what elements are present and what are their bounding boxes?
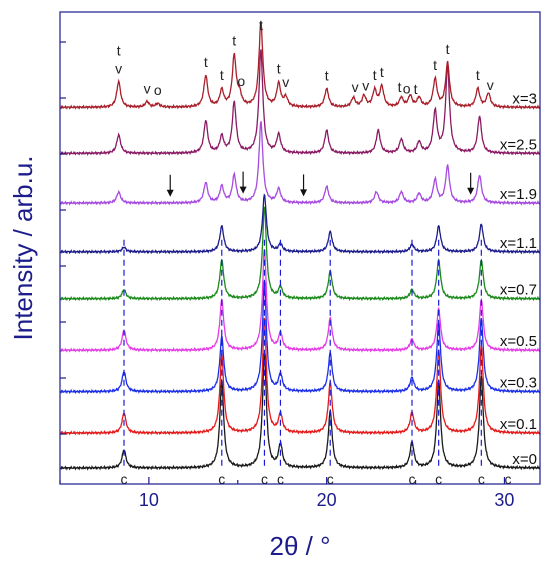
peak-annotation: c [327, 471, 334, 487]
peak-annotation: o [403, 81, 411, 97]
impurity-arrows [166, 171, 475, 197]
peak-annotation: t [204, 54, 208, 70]
x-axis-label: 2θ / ° [270, 531, 331, 561]
series-curve [59, 352, 541, 471]
series-label: x=0.3 [500, 375, 537, 392]
peak-annotation: t [398, 79, 402, 95]
peak-annotation: c [218, 471, 225, 487]
series-label: x=0.1 [500, 416, 537, 433]
peak-annotation: t [277, 61, 281, 77]
peak-annotation: c [409, 471, 416, 487]
peak-annotation: t [259, 17, 263, 33]
x-tick-label: 30 [494, 490, 514, 510]
series-label: x=3 [512, 90, 537, 107]
peak-annotation: o [154, 82, 162, 98]
arrow-marker [467, 172, 475, 195]
peak-annotation: c [261, 471, 268, 487]
x-tick-label: 20 [317, 490, 337, 510]
series-curve [60, 281, 541, 395]
peak-annotation: t [325, 67, 329, 83]
series-curve [60, 121, 541, 206]
series-curve [60, 248, 541, 353]
peak-annotation: v [487, 77, 494, 93]
peak-annotation: c [505, 471, 512, 487]
x-tick-label: 10 [139, 490, 159, 510]
arrow-marker [166, 174, 174, 197]
peak-annotation: t [373, 67, 377, 83]
plot-frame [59, 11, 541, 485]
peak-annotation: t [433, 57, 437, 73]
peak-annotation: t [414, 81, 418, 97]
arrow-marker [239, 171, 247, 194]
peak-annotation: t [232, 32, 236, 48]
peak-annotation: t [380, 64, 384, 80]
series-label: x=0.7 [500, 282, 537, 299]
series-curve [59, 21, 541, 110]
series-label: x=2.5 [500, 136, 537, 153]
axes: 10 20 30 [59, 41, 514, 510]
arrow-marker [300, 174, 308, 197]
peak-annotation: t [446, 41, 450, 57]
peak-annotation: v [362, 77, 369, 93]
peak-annotation: v [282, 74, 289, 90]
peak-annotation: v [144, 80, 151, 96]
series-curve [60, 206, 541, 302]
peak-annotation: c [435, 471, 442, 487]
y-axis-label: Intensity / arb.u. [8, 156, 38, 341]
peak-annotation: o [237, 73, 245, 89]
series-labels: x=0 x=0.1 x=0.3 x=0.5 x=0.7 x=1.1 x=1.9 x=2.5 x=… [500, 90, 537, 468]
peak-annotation: c [478, 471, 485, 487]
peak-annotation: c [121, 471, 128, 487]
series-label: x=1.9 [500, 186, 537, 203]
peak-annotation: t [476, 67, 480, 83]
peak-annotation: c [277, 471, 284, 487]
series-label: x=0.5 [500, 333, 537, 350]
peak-annotation: t [220, 67, 224, 83]
series-label: x=1.1 [500, 235, 537, 252]
peak-annotation: v [352, 79, 359, 95]
series-curve [60, 193, 541, 255]
peak-annotation: v [115, 60, 122, 76]
series-curves [59, 21, 541, 471]
series-curve [60, 49, 541, 157]
reference-lines [123, 239, 482, 468]
series-curve [59, 317, 541, 436]
peak-annotation: t [117, 42, 121, 58]
series-label: x=0 [512, 451, 537, 468]
